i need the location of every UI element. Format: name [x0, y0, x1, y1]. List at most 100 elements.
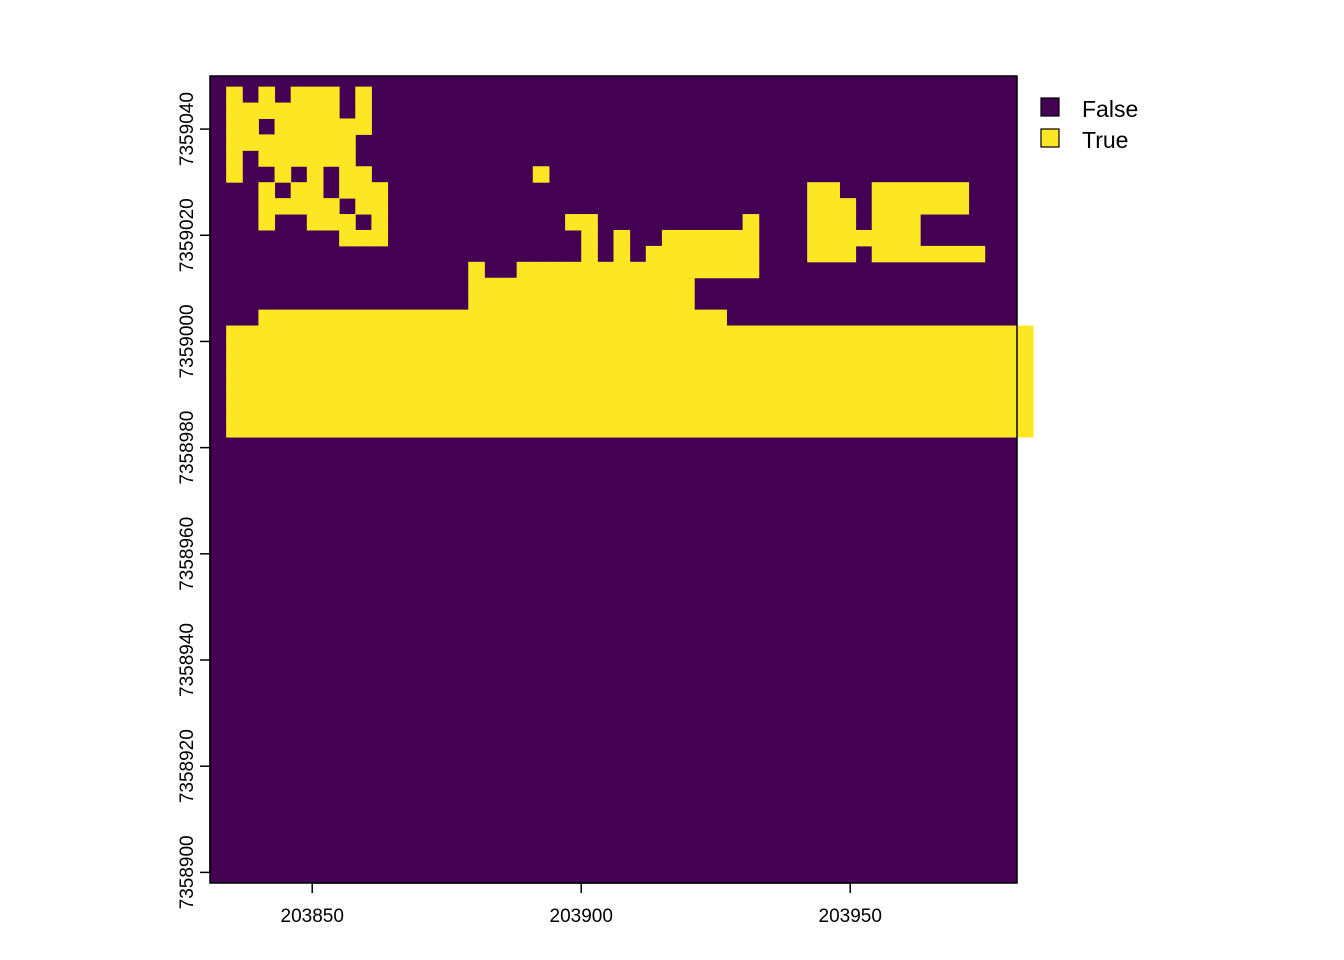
raster-cell-true: [290, 325, 308, 342]
raster-cell-true: [613, 293, 631, 311]
raster-cell-true: [532, 405, 550, 422]
raster-cell-true: [694, 261, 711, 279]
raster-cell-true: [726, 405, 744, 422]
raster-cell-true: [968, 373, 986, 390]
raster-cell-true: [258, 134, 276, 151]
raster-cell-true: [774, 373, 792, 390]
raster-cell-true: [871, 182, 889, 199]
raster-cell-true: [565, 373, 582, 390]
raster-cell-true: [645, 341, 663, 358]
raster-cell-true: [387, 325, 405, 342]
raster-cell-true: [355, 309, 372, 327]
raster-cell-true: [661, 373, 679, 390]
raster-cell-true: [613, 277, 631, 295]
raster-cell-true: [565, 277, 582, 295]
raster-cell-true: [661, 245, 679, 263]
raster-cell-true: [774, 325, 792, 342]
raster-cell-true: [419, 357, 437, 374]
raster-cell-true: [468, 357, 485, 374]
raster-cell-true: [484, 277, 502, 295]
raster-cell-true: [629, 261, 647, 279]
raster-cell-true: [1017, 373, 1034, 390]
raster-cell-true: [581, 421, 598, 438]
raster-cell-true: [435, 405, 453, 422]
y-tick-label: 7359040: [177, 92, 198, 166]
raster-cell-true: [968, 421, 986, 438]
raster-cell-true: [871, 421, 889, 438]
raster-cell-true: [355, 421, 372, 438]
raster-cell-true: [484, 357, 502, 374]
raster-cell-true: [419, 309, 437, 327]
raster-cell-true: [791, 357, 808, 374]
raster-cell-true: [484, 293, 502, 311]
raster-cell-true: [920, 198, 937, 215]
raster-cell-true: [371, 421, 389, 438]
raster-cell-true: [435, 309, 453, 327]
raster-cell-true: [694, 229, 711, 247]
raster-cell-true: [290, 357, 308, 374]
raster-cell-true: [403, 389, 421, 406]
raster-cell-true: [823, 357, 840, 374]
raster-cell-true: [742, 214, 760, 231]
raster-cell-true: [581, 214, 598, 231]
raster-cell-true: [710, 421, 727, 438]
raster-cell-true: [678, 229, 695, 247]
raster-cell-true: [226, 357, 243, 374]
raster-cell-true: [952, 325, 970, 342]
raster-cell-true: [306, 102, 324, 119]
raster-cell-true: [758, 325, 776, 342]
raster-cell-true: [629, 341, 647, 358]
raster-cell-true: [807, 214, 824, 231]
x-axis: 203850 203900 203950: [281, 882, 882, 927]
raster-cell-true: [274, 373, 292, 390]
raster-cell-true: [548, 421, 566, 438]
raster-cell-true: [581, 405, 598, 422]
raster-cell-true: [339, 118, 356, 135]
raster-cell-true: [403, 405, 421, 422]
raster-cell-true: [274, 166, 292, 183]
raster-cell-true: [581, 261, 598, 279]
raster-cell-true: [290, 86, 308, 104]
raster-cell-true: [516, 293, 534, 311]
raster-cell-true: [952, 182, 970, 199]
raster-cell-true: [500, 357, 518, 374]
raster-cell-true: [581, 229, 598, 247]
raster-cell-true: [565, 341, 582, 358]
raster-cell-true: [452, 357, 469, 374]
raster-cell-true: [339, 134, 356, 151]
raster-cell-true: [904, 182, 921, 199]
raster-cell-true: [532, 325, 550, 342]
raster-cell-true: [871, 229, 889, 247]
raster-cell-true: [661, 277, 679, 295]
raster-cell-true: [1000, 389, 1018, 406]
raster-cell-true: [823, 229, 840, 247]
raster-cell-true: [484, 309, 502, 327]
raster-cell-true: [468, 293, 485, 311]
raster-cell-true: [258, 309, 276, 327]
raster-cell-true: [742, 245, 760, 263]
raster-cell-true: [887, 214, 905, 231]
raster-cell-true: [984, 389, 1002, 406]
raster-cell-true: [435, 373, 453, 390]
raster-cell-true: [823, 405, 840, 422]
raster-cell-true: [322, 405, 340, 422]
raster-cell-true: [468, 389, 485, 406]
y-axis: 7358900 7358920 7358940 7358960 7358980 73590…: [177, 92, 211, 909]
raster-cell-true: [645, 373, 663, 390]
raster-cell-true: [355, 341, 372, 358]
raster-cell-true: [710, 405, 727, 422]
raster-cell-true: [887, 405, 905, 422]
raster-cell-true: [1000, 421, 1018, 438]
raster-cell-true: [904, 341, 921, 358]
raster-cell-true: [613, 309, 631, 327]
raster-cell-true: [371, 309, 389, 327]
raster-cell-true: [339, 421, 356, 438]
raster-cell-true: [274, 134, 292, 151]
raster-cell-true: [516, 373, 534, 390]
raster-cell-true: [581, 357, 598, 374]
raster-cell-true: [887, 325, 905, 342]
raster-cell-true: [661, 405, 679, 422]
raster-cell-true: [500, 389, 518, 406]
raster-cell-true: [516, 405, 534, 422]
raster-cell-true: [645, 357, 663, 374]
